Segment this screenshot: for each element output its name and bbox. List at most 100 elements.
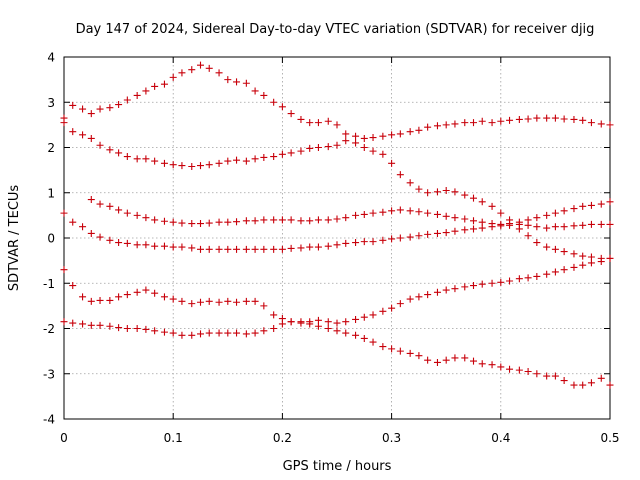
data-point <box>606 198 614 206</box>
data-point <box>123 325 131 332</box>
series-series-2 <box>60 119 614 262</box>
data-point <box>478 280 486 288</box>
y-tick-label: -3 <box>43 367 55 381</box>
data-point <box>415 126 423 134</box>
data-point <box>297 115 305 123</box>
data-point <box>424 189 432 197</box>
data-point <box>205 219 213 227</box>
data-point <box>533 214 541 222</box>
data-point <box>560 266 568 274</box>
data-point <box>579 252 587 260</box>
data-point <box>314 243 322 251</box>
data-point <box>597 200 605 208</box>
data-point <box>197 330 204 338</box>
data-point <box>433 122 441 130</box>
data-point <box>96 296 104 304</box>
data-point <box>396 206 404 214</box>
data-point <box>224 297 232 305</box>
data-point <box>106 202 114 210</box>
data-point <box>352 239 360 247</box>
data-point <box>515 366 523 374</box>
data-point <box>551 223 559 231</box>
data-point <box>352 139 360 147</box>
data-point <box>233 245 241 253</box>
data-point <box>197 298 204 306</box>
data-point <box>242 79 250 87</box>
data-point <box>478 198 486 206</box>
y-tick-label: 4 <box>47 51 55 65</box>
data-point <box>379 208 387 216</box>
data-point <box>406 295 414 303</box>
data-point <box>60 119 68 127</box>
data-point <box>178 243 186 251</box>
data-point <box>515 218 523 226</box>
data-point <box>60 209 68 217</box>
data-point <box>451 188 459 196</box>
data-point <box>251 87 259 95</box>
data-point <box>451 285 459 293</box>
data-point <box>242 297 250 305</box>
data-point <box>433 188 441 196</box>
data-point <box>352 315 360 323</box>
data-point <box>142 286 150 294</box>
data-point <box>169 73 177 81</box>
data-point <box>506 365 514 373</box>
data-point <box>270 98 278 106</box>
data-point <box>242 157 250 165</box>
data-point <box>470 357 477 365</box>
data-point <box>69 128 77 136</box>
data-point <box>396 130 404 138</box>
data-point <box>197 245 204 253</box>
data-point <box>142 241 150 249</box>
x-tick-label: 0.3 <box>382 431 401 445</box>
data-point <box>260 153 268 161</box>
data-point <box>478 224 486 232</box>
data-point <box>306 217 314 225</box>
y-tick-label: -1 <box>43 277 55 291</box>
data-point <box>579 261 587 269</box>
y-tick-label: -2 <box>43 322 55 336</box>
data-point <box>133 211 141 219</box>
data-point <box>251 217 259 225</box>
data-point <box>587 259 595 267</box>
data-point <box>242 330 250 338</box>
data-point <box>178 297 186 305</box>
data-point <box>543 243 551 251</box>
data-point <box>379 236 387 244</box>
data-point <box>396 300 404 308</box>
data-point <box>461 226 469 234</box>
data-point <box>488 361 496 369</box>
data-point <box>533 114 541 122</box>
data-point <box>560 377 568 385</box>
data-point <box>524 216 532 224</box>
data-point <box>160 159 168 167</box>
data-point <box>224 329 232 337</box>
data-point <box>406 179 414 187</box>
data-point <box>324 117 332 125</box>
data-point <box>197 220 204 228</box>
y-tick-label: -4 <box>43 413 55 427</box>
data-point <box>314 144 322 151</box>
data-point <box>579 116 587 124</box>
data-point <box>488 279 496 287</box>
data-point <box>160 293 168 301</box>
data-point <box>151 327 159 335</box>
chart-title: Day 147 of 2024, Sidereal Day-to-day VTE… <box>76 22 595 37</box>
data-point <box>278 320 286 328</box>
data-point <box>96 321 104 329</box>
data-point <box>133 241 141 249</box>
data-point <box>188 244 196 252</box>
x-tick-label: 0.2 <box>273 431 292 445</box>
data-point <box>560 248 568 256</box>
data-point <box>314 119 322 127</box>
data-point <box>306 320 314 328</box>
series-series-4 <box>60 254 614 327</box>
data-point <box>133 91 141 99</box>
data-point <box>533 272 541 280</box>
y-axis-label: SDTVAR / TECUs <box>7 185 22 292</box>
data-point <box>169 161 177 169</box>
data-point <box>197 61 204 69</box>
data-point <box>333 319 341 327</box>
data-point <box>69 101 77 109</box>
